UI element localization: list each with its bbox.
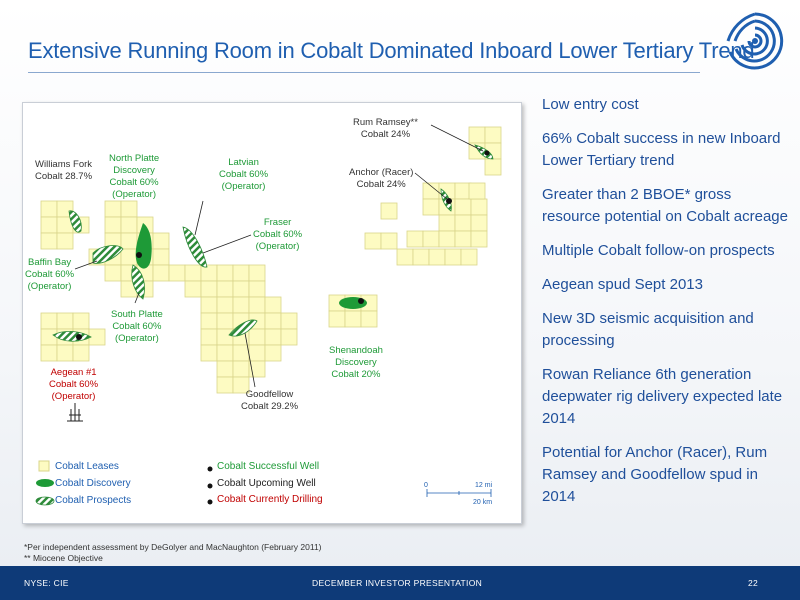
- shenandoah-well: [358, 298, 364, 304]
- south-platte-prospect: [131, 264, 145, 300]
- title-divider: [28, 72, 700, 73]
- north-platte-well: [136, 252, 142, 258]
- rum-ramsey-well: [484, 150, 490, 156]
- north-platte-label: North Platte Discovery Cobalt 60% (Opera…: [109, 153, 160, 200]
- latvian-label: Latvian Cobalt 60% (Operator): [219, 157, 269, 192]
- bullet-item: Multiple Cobalt follow-on prospects: [542, 242, 775, 259]
- scale-zero: 0: [424, 482, 428, 489]
- upcoming-well-legend-dot: [207, 483, 213, 489]
- presentation-name: DECEMBER INVESTOR PRESENTATION: [312, 578, 483, 588]
- discovery-legend-swatch: [36, 479, 54, 487]
- bullet-item: Aegean spud Sept 2013: [542, 276, 703, 293]
- footnote-assessment: *Per independent assessment by DeGolyer …: [24, 542, 322, 552]
- scale-bar: [426, 489, 492, 497]
- slide-footer: NYSE: CIE DECEMBER INVESTOR PRESENTATION…: [0, 566, 800, 600]
- lease-legend-swatch: [38, 460, 50, 472]
- prospect-legend-swatch: [35, 496, 55, 506]
- anchor-label: Anchor (Racer) Cobalt 24%: [349, 167, 414, 190]
- bullet-item: Greater than 2 BBOE* gross resource pote…: [542, 186, 788, 225]
- williams-fork-prospect: [68, 210, 82, 233]
- williams-fork-label: Williams Fork Cobalt 28.7%: [35, 159, 93, 182]
- rum-ramsey-label: Rum Ramsey** Cobalt 24%: [353, 117, 418, 140]
- anchor-well: [446, 198, 452, 204]
- legend-prospects: Cobalt Prospects: [55, 495, 132, 506]
- ticker-symbol: NYSE: CIE: [24, 578, 69, 588]
- callout-lines: [74, 124, 484, 388]
- legend-drilling-well: Cobalt Currently Drilling: [217, 494, 323, 505]
- baffin-bay-label: Baffin Bay Cobalt 60% (Operator): [25, 257, 75, 292]
- key-points-list: Low entry cost 66% Cobalt success in new…: [542, 94, 792, 520]
- cobalt-logo-icon: [726, 12, 784, 70]
- rum-ramsey-prospect: [474, 144, 494, 160]
- aegean-prospect: [52, 331, 92, 342]
- aegean-well: [76, 334, 82, 340]
- bullet-item: Potential for Anchor (Racer), Rum Ramsey…: [542, 444, 768, 505]
- shenandoah-label: Shenandoah Discovery Cobalt 20%: [329, 345, 383, 380]
- latvian-prospect: [182, 226, 208, 268]
- slide-title: Extensive Running Room in Cobalt Dominat…: [28, 38, 755, 63]
- page-number: 22: [748, 578, 759, 588]
- south-platte-label: South Platte Cobalt 60% (Operator): [111, 309, 163, 344]
- scale-miles: 12 mi: [475, 482, 493, 489]
- bullet-item: Rowan Reliance 6th generation deepwater …: [542, 366, 783, 427]
- fraser-label: Fraser Cobalt 60% (Operator): [253, 217, 303, 252]
- drilling-rig-icon: [67, 403, 83, 422]
- legend-successful-well: Cobalt Successful Well: [217, 461, 320, 472]
- goodfellow-prospect: [228, 319, 258, 337]
- successful-well-legend-dot: [207, 466, 213, 472]
- bullet-item: New 3D seismic acquisition and processin…: [542, 310, 754, 349]
- baffin-bay-prospect: [92, 245, 124, 264]
- drilling-well-legend-dot: [207, 499, 213, 505]
- bullet-item: Low entry cost: [542, 96, 639, 113]
- scale-km: 20 km: [473, 499, 493, 506]
- legend-leases: Cobalt Leases: [55, 461, 119, 472]
- lease-map: Williams Fork Cobalt 28.7% North Platte …: [22, 102, 522, 524]
- bullet-item: 66% Cobalt success in new Inboard Lower …: [542, 130, 781, 169]
- footnote-miocene: ** Miocene Objective: [24, 553, 103, 563]
- legend-discovery: Cobalt Discovery: [55, 478, 131, 489]
- aegean-label: Aegean #1 Cobalt 60% (Operator): [49, 367, 99, 402]
- prospect-shapes: [52, 144, 494, 342]
- lease-map-graphic: [35, 124, 502, 506]
- goodfellow-label: Goodfellow Cobalt 29.2%: [241, 389, 299, 412]
- legend-upcoming-well: Cobalt Upcoming Well: [217, 478, 316, 489]
